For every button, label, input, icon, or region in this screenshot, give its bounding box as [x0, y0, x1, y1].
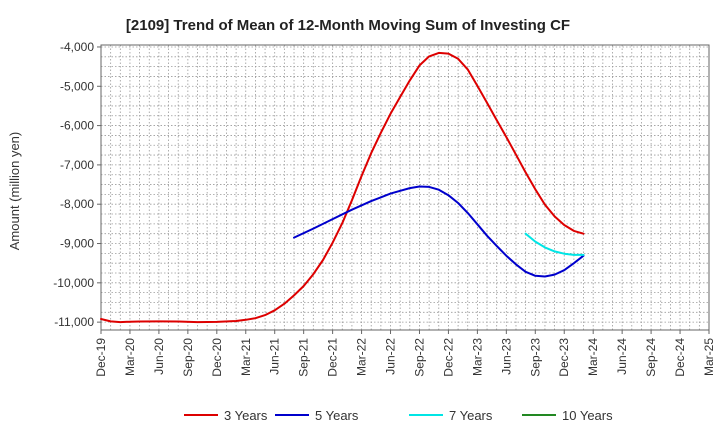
y-tick-label: -7,000: [60, 158, 94, 172]
plot-frame: [100, 44, 710, 331]
legend-label: 3 Years: [224, 408, 268, 423]
x-tick-label: Mar-20: [123, 338, 137, 376]
x-tick-label: Mar-23: [470, 338, 484, 376]
x-tick-label: Dec-20: [210, 338, 224, 377]
x-tick-label: Dec-23: [557, 338, 571, 377]
x-tick-label: Sep-22: [412, 338, 426, 377]
x-tick-label: Mar-24: [586, 338, 600, 376]
y-tick-label: -10,000: [53, 276, 94, 290]
y-tick-label: -9,000: [60, 237, 94, 251]
x-tick-label: Dec-21: [326, 338, 340, 377]
y-tick-label: -8,000: [60, 197, 94, 211]
series-line-5-years: [293, 185, 585, 278]
y-axis-label: Amount (million yen): [7, 132, 22, 251]
x-tick-label: Jun-22: [384, 338, 398, 375]
x-tick-label: Jun-20: [152, 338, 166, 375]
x-tick-label: Jun-24: [615, 338, 629, 375]
x-tick-label: Mar-21: [239, 338, 253, 376]
legend: 3 Years 5 Years 7 Years 10 Years: [184, 408, 613, 423]
x-tick-label: Dec-24: [673, 338, 687, 377]
x-tick-label: Sep-20: [181, 338, 195, 377]
legend-label: 7 Years: [449, 408, 493, 423]
legend-label: 5 Years: [315, 408, 359, 423]
chart-title: [2109] Trend of Mean of 12-Month Moving …: [126, 17, 570, 34]
series-line-3-years: [100, 51, 585, 324]
x-tick-label: Jun-21: [268, 338, 282, 375]
x-tick-label: Sep-24: [644, 338, 658, 377]
y-tick-label: -4,000: [60, 40, 94, 54]
y-tick-label: -5,000: [60, 79, 94, 93]
x-tick-label: Sep-23: [528, 338, 542, 377]
x-tick-label: Jun-23: [499, 338, 513, 375]
x-axis: Dec-19 Mar-20 Jun-20 Sep-20 Dec-20 Mar-21 Jun-…: [94, 330, 716, 377]
y-tick-label: -11,000: [54, 315, 94, 329]
legend-label: 10 Years: [562, 408, 613, 423]
x-tick-label: Sep-21: [297, 338, 311, 377]
x-tick-label: Dec-22: [441, 338, 455, 377]
x-tick-label: Mar-22: [355, 338, 369, 376]
y-tick-label: -6,000: [60, 119, 94, 133]
x-tick-label: Dec-19: [94, 338, 108, 377]
y-axis: -4,000 -5,000 -6,000 -7,000 -8,000 -9,000 -10,…: [53, 40, 101, 329]
x-tick-label: Mar-25: [702, 338, 716, 376]
series-line-7-years: [524, 232, 585, 256]
series-lines: [100, 51, 585, 324]
